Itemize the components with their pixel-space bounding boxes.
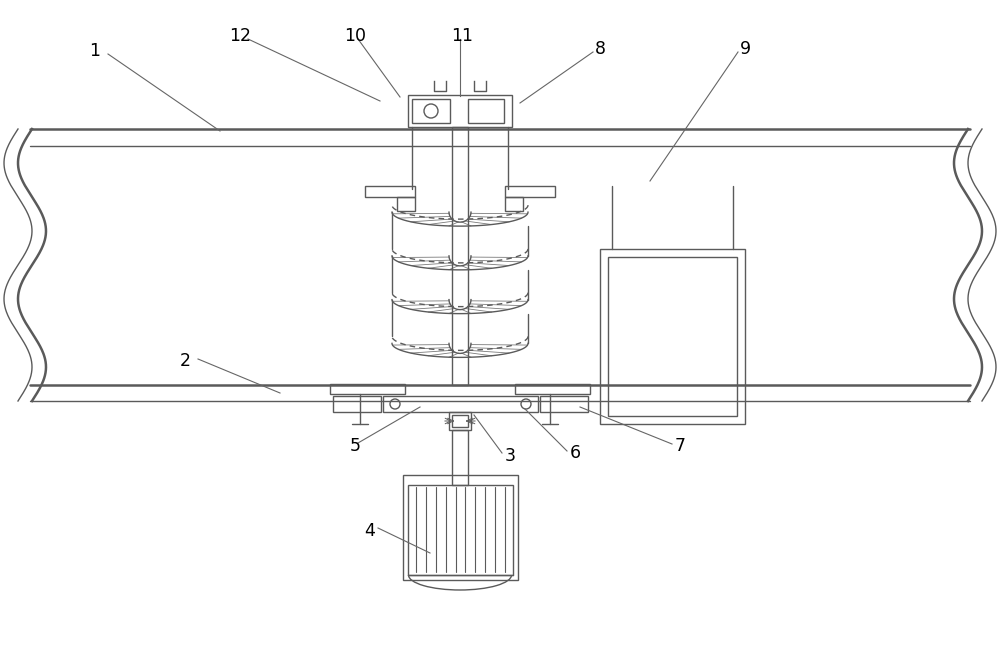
Text: 10: 10 xyxy=(344,27,366,45)
Text: 5: 5 xyxy=(350,437,360,455)
Text: 9: 9 xyxy=(739,40,751,58)
Bar xyxy=(408,485,513,575)
Bar xyxy=(408,95,512,127)
Bar xyxy=(505,186,555,197)
Text: 6: 6 xyxy=(569,444,581,462)
Text: 3: 3 xyxy=(505,447,516,465)
Text: 8: 8 xyxy=(594,40,606,58)
Bar xyxy=(383,396,538,412)
Bar xyxy=(515,384,590,394)
Bar xyxy=(403,475,518,580)
Bar xyxy=(452,430,468,485)
Bar xyxy=(505,197,523,211)
Bar xyxy=(600,249,745,424)
Bar xyxy=(412,99,450,123)
Text: 7: 7 xyxy=(674,437,686,455)
Bar xyxy=(540,396,588,412)
Text: 2: 2 xyxy=(180,352,190,370)
Bar xyxy=(449,412,471,430)
Bar xyxy=(468,99,504,123)
Text: 12: 12 xyxy=(229,27,251,45)
Bar xyxy=(333,396,381,412)
Bar xyxy=(452,415,468,427)
Bar xyxy=(452,127,468,385)
Bar xyxy=(608,257,737,416)
Text: 1: 1 xyxy=(90,42,100,60)
Text: 11: 11 xyxy=(451,27,473,45)
Bar xyxy=(365,186,415,197)
Bar xyxy=(330,384,405,394)
Text: 4: 4 xyxy=(365,522,375,540)
Bar xyxy=(397,197,415,211)
